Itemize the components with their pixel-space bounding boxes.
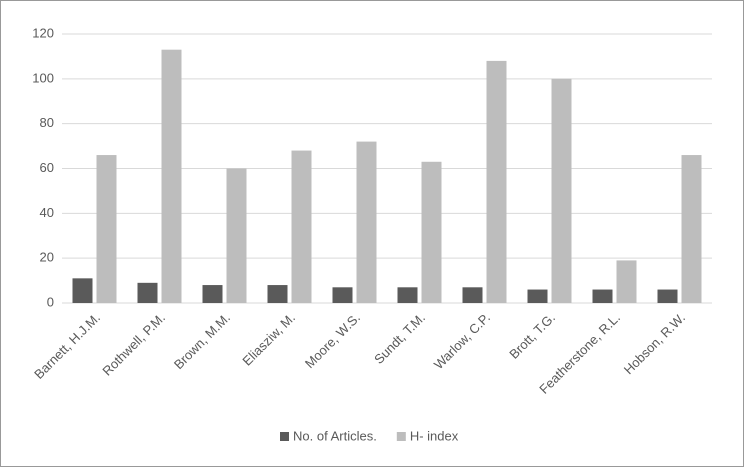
bar — [657, 289, 678, 303]
bar — [137, 282, 158, 303]
bar — [681, 155, 702, 303]
bar — [551, 78, 572, 303]
bar — [616, 260, 637, 303]
bar — [486, 60, 507, 304]
legend-label: No. of Articles. — [293, 428, 377, 443]
bar — [332, 287, 353, 303]
bar — [462, 287, 483, 303]
bar — [72, 278, 93, 303]
bar — [421, 161, 442, 303]
bar — [356, 141, 377, 303]
bar — [267, 285, 288, 303]
bar — [592, 289, 613, 303]
y-tick-label: 0 — [47, 294, 54, 309]
bar — [96, 155, 117, 303]
bar — [527, 289, 548, 303]
y-tick-label: 100 — [32, 70, 54, 85]
bar — [161, 49, 182, 303]
y-tick-label: 60 — [40, 160, 54, 175]
legend-swatch — [396, 432, 406, 441]
legend-label: H- index — [410, 428, 459, 443]
y-tick-label: 20 — [40, 250, 54, 265]
y-tick-label: 120 — [32, 25, 54, 40]
bar — [291, 150, 312, 303]
bar — [226, 168, 247, 303]
y-tick-label: 80 — [40, 115, 54, 130]
legend-swatch — [280, 432, 289, 441]
bar — [202, 285, 223, 303]
bar — [397, 287, 418, 303]
y-tick-label: 40 — [40, 205, 54, 220]
